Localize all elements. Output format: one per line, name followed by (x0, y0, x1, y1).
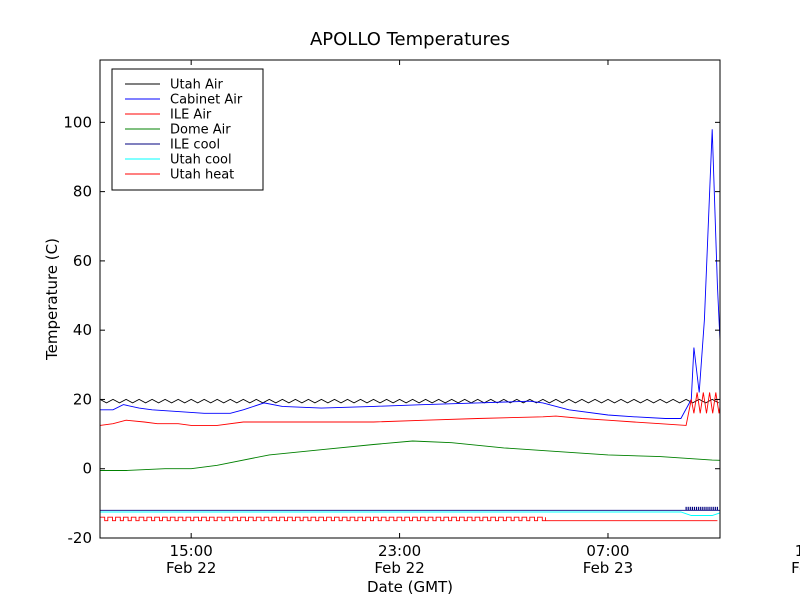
x-tick-date-label: Feb 23 (583, 559, 633, 577)
x-tick-date-label: Feb 22 (166, 559, 216, 577)
legend-label-ile-air: ILE Air (170, 108, 212, 123)
y-tick-label: 0 (82, 460, 92, 478)
x-tick-date-label: Feb 22 (374, 559, 424, 577)
x-tick-time-label: 07:00 (586, 542, 629, 560)
y-tick-label: -20 (68, 529, 93, 547)
y-tick-label: 80 (73, 183, 92, 201)
legend-label-utah-cool: Utah cool (170, 153, 232, 168)
plot-area-frame (99, 59, 721, 539)
legend-label-utah-heat: Utah heat (170, 168, 234, 183)
legend-label-dome-air: Dome Air (170, 123, 231, 138)
series-line-utah-cool (100, 511, 720, 516)
x-tick-time-label: 15:00 (795, 542, 800, 560)
x-axis-label: Date (GMT) (367, 578, 453, 596)
series-line-dome-air (100, 440, 720, 471)
y-tick-label: 40 (73, 321, 92, 339)
legend-label-ile-cool: ILE cool (170, 138, 220, 153)
y-tick-label: 100 (63, 113, 92, 131)
x-tick-date-label: Feb 23 (791, 559, 800, 577)
series-line-ile-air (100, 392, 720, 426)
legend-label-utah-air: Utah Air (170, 78, 223, 93)
x-tick-time-label: 23:00 (378, 542, 421, 560)
series-line-utah-air (100, 398, 719, 404)
y-axis-label: Temperature (C) (43, 238, 61, 361)
y-tick-label: 60 (73, 252, 92, 270)
x-tick-time-label: 15:00 (170, 542, 213, 560)
legend-label-cabinet-air: Cabinet Air (170, 93, 243, 108)
chart-title: APOLLO Temperatures (310, 29, 510, 50)
series-line-utah-heat (100, 516, 718, 522)
y-tick-label: 20 (73, 390, 92, 408)
